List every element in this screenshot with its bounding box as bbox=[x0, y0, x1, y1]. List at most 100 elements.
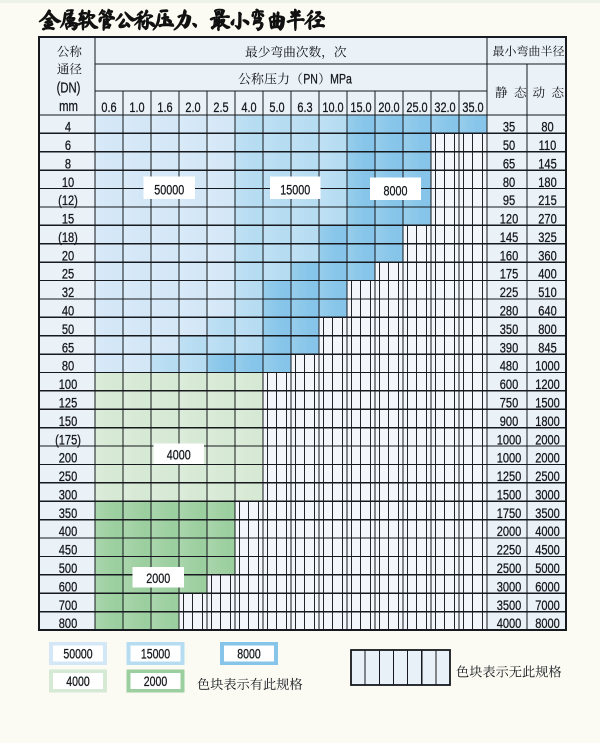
svg-text:6.3: 6.3 bbox=[297, 100, 312, 116]
svg-text:845: 845 bbox=[538, 339, 556, 356]
svg-text:2500: 2500 bbox=[497, 560, 522, 577]
svg-text:145: 145 bbox=[538, 155, 556, 172]
svg-text:1250: 1250 bbox=[497, 468, 522, 485]
svg-text:1800: 1800 bbox=[535, 412, 560, 429]
svg-text:8000: 8000 bbox=[535, 615, 560, 632]
svg-text:5.0: 5.0 bbox=[269, 100, 284, 116]
svg-text:20: 20 bbox=[62, 247, 74, 264]
svg-text:4: 4 bbox=[65, 118, 71, 135]
svg-text:95: 95 bbox=[503, 192, 515, 209]
svg-text:20.0: 20.0 bbox=[378, 100, 399, 116]
svg-text:4000: 4000 bbox=[66, 674, 90, 690]
svg-text:2000: 2000 bbox=[146, 571, 170, 587]
svg-text:2.0: 2.0 bbox=[185, 100, 200, 116]
svg-text:1000: 1000 bbox=[535, 357, 560, 374]
svg-text:(12): (12) bbox=[58, 192, 78, 209]
svg-text:4000: 4000 bbox=[167, 447, 191, 463]
svg-text:225: 225 bbox=[500, 284, 518, 301]
svg-text:(175): (175) bbox=[55, 431, 81, 448]
svg-text:3000: 3000 bbox=[497, 578, 522, 595]
svg-text:4500: 4500 bbox=[535, 541, 560, 558]
svg-text:3500: 3500 bbox=[535, 504, 560, 521]
svg-text:800: 800 bbox=[538, 321, 556, 338]
svg-text:80: 80 bbox=[503, 173, 515, 190]
svg-text:110: 110 bbox=[539, 137, 557, 154]
svg-text:10: 10 bbox=[62, 173, 74, 190]
svg-text:640: 640 bbox=[538, 302, 556, 319]
svg-text:1.6: 1.6 bbox=[157, 100, 172, 116]
svg-text:450: 450 bbox=[59, 541, 77, 558]
svg-text:600: 600 bbox=[500, 376, 518, 393]
svg-text:325: 325 bbox=[538, 229, 556, 246]
svg-text:10.0: 10.0 bbox=[322, 100, 343, 116]
svg-text:350: 350 bbox=[59, 504, 77, 521]
svg-text:32.0: 32.0 bbox=[434, 100, 455, 116]
svg-text:300: 300 bbox=[59, 486, 77, 503]
svg-text:2250: 2250 bbox=[497, 541, 522, 558]
svg-text:180: 180 bbox=[538, 173, 556, 190]
svg-text:215: 215 bbox=[538, 192, 556, 209]
svg-text:160: 160 bbox=[500, 247, 518, 264]
svg-text:1200: 1200 bbox=[535, 376, 560, 393]
svg-text:100: 100 bbox=[59, 376, 77, 393]
svg-text:50000: 50000 bbox=[154, 182, 184, 198]
svg-text:1000: 1000 bbox=[497, 449, 522, 466]
svg-text:80: 80 bbox=[62, 357, 74, 374]
svg-text:35: 35 bbox=[503, 118, 515, 135]
svg-text:3500: 3500 bbox=[497, 596, 522, 613]
svg-text:65: 65 bbox=[62, 339, 74, 356]
svg-text:65: 65 bbox=[503, 155, 515, 172]
svg-text:35.0: 35.0 bbox=[462, 100, 483, 116]
svg-text:500: 500 bbox=[59, 560, 77, 577]
svg-text:900: 900 bbox=[500, 412, 518, 429]
svg-text:8000: 8000 bbox=[384, 183, 408, 199]
svg-text:1500: 1500 bbox=[497, 486, 522, 503]
svg-text:6000: 6000 bbox=[535, 578, 560, 595]
svg-text:7000: 7000 bbox=[535, 596, 560, 613]
svg-text:15.0: 15.0 bbox=[350, 100, 371, 116]
svg-text:5000: 5000 bbox=[535, 560, 560, 577]
svg-text:80: 80 bbox=[541, 118, 553, 135]
svg-text:25.0: 25.0 bbox=[406, 100, 427, 116]
svg-text:270: 270 bbox=[538, 210, 556, 227]
svg-text:150: 150 bbox=[59, 412, 77, 429]
svg-text:40: 40 bbox=[62, 302, 74, 319]
svg-text:1500: 1500 bbox=[535, 394, 560, 411]
svg-text:1.0: 1.0 bbox=[129, 100, 144, 116]
svg-text:1750: 1750 bbox=[497, 504, 522, 521]
svg-text:700: 700 bbox=[59, 596, 77, 613]
svg-text:200: 200 bbox=[59, 449, 77, 466]
svg-text:50: 50 bbox=[62, 321, 74, 338]
svg-text:3000: 3000 bbox=[535, 486, 560, 503]
svg-text:2000: 2000 bbox=[535, 431, 560, 448]
svg-text:(18): (18) bbox=[58, 229, 78, 246]
svg-text:250: 250 bbox=[59, 468, 77, 485]
svg-text:4000: 4000 bbox=[535, 523, 560, 540]
svg-text:750: 750 bbox=[500, 394, 518, 411]
svg-text:280: 280 bbox=[500, 302, 518, 319]
svg-text:400: 400 bbox=[538, 265, 556, 282]
svg-text:350: 350 bbox=[500, 321, 518, 338]
svg-text:32: 32 bbox=[62, 284, 74, 301]
svg-text:800: 800 bbox=[59, 615, 77, 632]
svg-text:4000: 4000 bbox=[497, 615, 522, 632]
svg-text:50000: 50000 bbox=[63, 646, 92, 662]
svg-text:510: 510 bbox=[538, 284, 556, 301]
svg-text:15: 15 bbox=[62, 210, 74, 227]
svg-text:125: 125 bbox=[59, 394, 77, 411]
svg-text:2000: 2000 bbox=[144, 674, 168, 690]
svg-text:mm: mm bbox=[59, 98, 78, 115]
svg-text:1000: 1000 bbox=[497, 431, 522, 448]
svg-text:15000: 15000 bbox=[280, 182, 310, 198]
svg-text:15000: 15000 bbox=[141, 646, 170, 662]
svg-text:0.6: 0.6 bbox=[101, 100, 116, 116]
svg-text:2000: 2000 bbox=[535, 449, 560, 466]
svg-text:120: 120 bbox=[500, 210, 518, 227]
svg-text:2500: 2500 bbox=[535, 468, 560, 485]
svg-text:360: 360 bbox=[538, 247, 556, 264]
svg-text:2.5: 2.5 bbox=[213, 100, 228, 116]
svg-text:8: 8 bbox=[65, 155, 71, 172]
svg-text:175: 175 bbox=[500, 265, 518, 282]
svg-text:480: 480 bbox=[500, 357, 518, 374]
svg-text:600: 600 bbox=[59, 578, 77, 595]
